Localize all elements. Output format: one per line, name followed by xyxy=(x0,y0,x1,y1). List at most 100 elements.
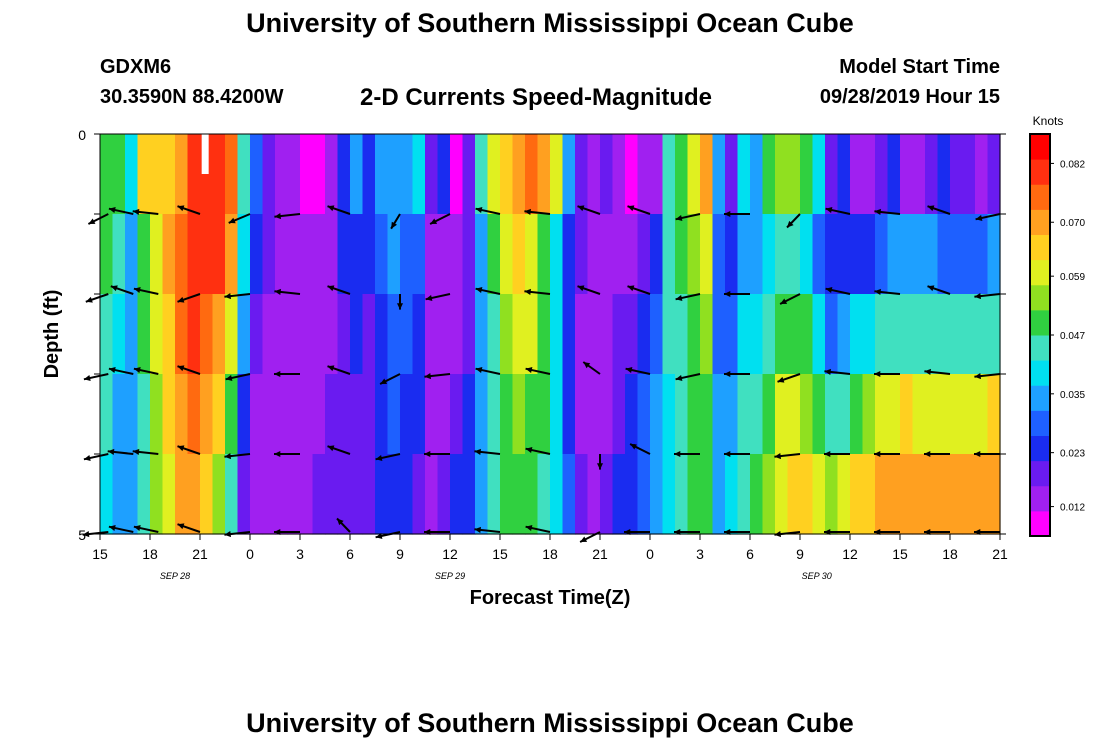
heatmap-cell xyxy=(250,214,264,295)
heatmap-cell xyxy=(725,294,739,375)
heatmap-cell xyxy=(412,214,426,295)
heatmap-cell xyxy=(712,374,726,455)
current-vector xyxy=(582,361,601,375)
heatmap-cell xyxy=(100,374,114,455)
heatmap-cell xyxy=(287,294,301,375)
current-vector xyxy=(525,447,551,455)
heatmap-cell xyxy=(312,374,326,455)
current-vector xyxy=(724,291,750,297)
colorbar-segment xyxy=(1030,159,1050,185)
heatmap-cell xyxy=(100,294,114,375)
current-vector xyxy=(108,525,134,533)
current-vector xyxy=(874,371,900,377)
heatmap-cell xyxy=(575,294,589,375)
heatmap-cell xyxy=(750,294,764,375)
heatmap-cell xyxy=(462,134,476,215)
heatmap-cell xyxy=(575,374,589,455)
heatmap-cell xyxy=(962,134,976,215)
heatmap-cell xyxy=(212,214,226,295)
heatmap-cell xyxy=(487,214,501,295)
heatmap-cell xyxy=(837,214,851,295)
heatmap-cell xyxy=(450,454,464,535)
heatmap-cell xyxy=(150,134,164,215)
heatmap-cell xyxy=(162,214,176,295)
heatmap-cell xyxy=(987,134,1001,215)
heatmap-cell xyxy=(600,214,614,295)
heatmap-cell xyxy=(437,454,451,535)
heatmap-cell xyxy=(462,454,476,535)
heatmap-cell xyxy=(650,214,664,295)
heatmap-cell xyxy=(925,294,939,375)
current-vector xyxy=(675,373,701,381)
current-vector xyxy=(83,373,109,381)
heatmap-cell xyxy=(112,134,126,215)
heatmap-cell xyxy=(212,294,226,375)
heatmap-cell xyxy=(650,374,664,455)
heatmap-cell xyxy=(537,454,551,535)
current-vector xyxy=(274,288,301,295)
heatmap-cell xyxy=(812,214,826,295)
heatmap-cell xyxy=(625,454,639,535)
x-tick-label: 15 xyxy=(892,546,908,562)
heatmap-cell xyxy=(912,454,926,535)
heatmap-cell xyxy=(525,374,539,455)
heatmap-cell xyxy=(400,374,414,455)
heatmap-cell xyxy=(912,374,926,455)
colorbar-unit-label: Knots xyxy=(1033,114,1064,128)
heatmap-cell xyxy=(337,134,351,215)
heatmap-cell xyxy=(662,374,676,455)
heatmap-cell xyxy=(937,454,951,535)
heatmap-cell xyxy=(612,454,626,535)
heatmap-cell xyxy=(162,374,176,455)
heatmap-cell xyxy=(200,374,214,455)
heatmap-cell xyxy=(300,294,314,375)
current-vector xyxy=(825,207,851,215)
heatmap-cell xyxy=(575,134,589,215)
current-vector xyxy=(327,365,351,375)
heatmap-cell xyxy=(100,454,114,535)
heatmap-cell xyxy=(737,454,751,535)
heatmap-cell xyxy=(475,214,489,295)
current-vector xyxy=(974,373,1001,380)
x-tick-label: 15 xyxy=(492,546,508,562)
heatmap-cell xyxy=(100,134,114,215)
heatmap-cell xyxy=(300,134,314,215)
heatmap-cell xyxy=(462,214,476,295)
current-vector xyxy=(177,365,201,375)
heatmap-cell xyxy=(775,374,789,455)
heatmap-cell xyxy=(862,134,876,215)
heatmap-cell xyxy=(675,454,689,535)
colorbar-segment xyxy=(1030,460,1050,487)
heatmap-cell xyxy=(525,294,539,375)
heatmap-cell xyxy=(325,374,339,455)
heatmap-cell xyxy=(825,214,839,295)
heatmap-cell xyxy=(725,134,739,215)
heatmap-cell xyxy=(500,454,514,535)
y-axis-label: Depth (ft) xyxy=(41,290,63,379)
heatmap-cell xyxy=(712,134,726,215)
heatmap-cell xyxy=(762,374,776,455)
current-vector xyxy=(475,287,501,295)
heatmap-cell xyxy=(162,294,176,375)
heatmap-cell xyxy=(562,134,576,215)
heatmap-cell xyxy=(150,454,164,535)
heatmap-cell xyxy=(900,454,914,535)
heatmap-cell xyxy=(300,454,314,535)
current-vector xyxy=(108,207,134,215)
current-vector xyxy=(975,213,1001,221)
heatmap-cell xyxy=(825,294,839,375)
heatmap-cell xyxy=(762,134,776,215)
heatmap-cell xyxy=(512,134,526,215)
heatmap-cell xyxy=(600,294,614,375)
heatmap-cell xyxy=(362,294,376,375)
heatmap-cell xyxy=(887,134,901,215)
heatmap-cell xyxy=(687,214,701,295)
current-vector xyxy=(974,451,1000,457)
heatmap-cell xyxy=(525,214,539,295)
heatmap-cell xyxy=(800,214,814,295)
x-tick-label: 21 xyxy=(592,546,608,562)
current-vector xyxy=(724,211,750,217)
heatmap-cell xyxy=(112,214,126,295)
heatmap-cell xyxy=(275,294,289,375)
current-vector xyxy=(597,454,603,470)
